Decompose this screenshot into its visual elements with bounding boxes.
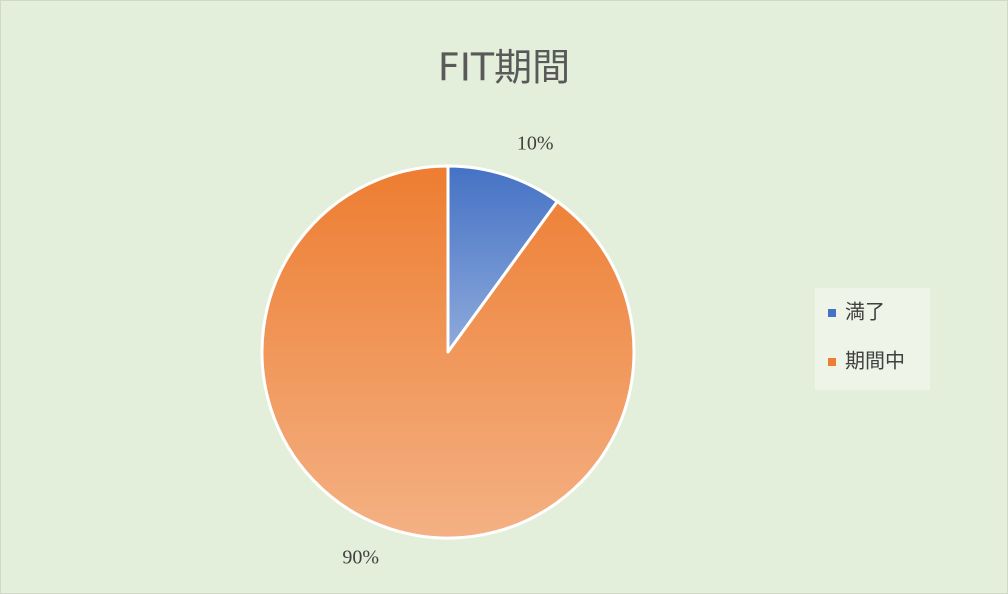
legend-label: 期間中 — [845, 349, 905, 373]
legend-swatch — [828, 358, 836, 366]
legend-swatch — [828, 309, 836, 317]
legend-box — [815, 288, 930, 390]
data-label: 90% — [342, 547, 379, 569]
pie-slice — [446, 164, 559, 354]
data-label: 10% — [517, 133, 554, 155]
chart-title: FIT期間 — [438, 46, 570, 90]
pie-slice — [260, 164, 636, 540]
legend-label: 満了 — [845, 300, 885, 324]
